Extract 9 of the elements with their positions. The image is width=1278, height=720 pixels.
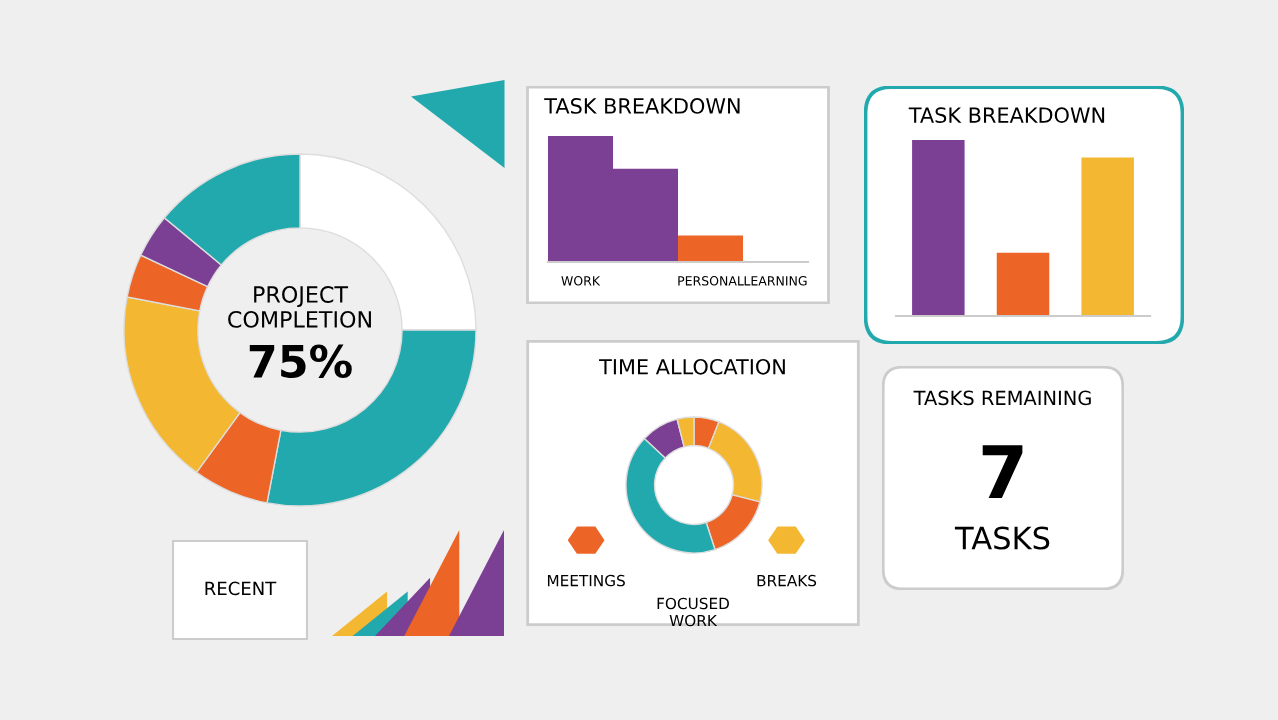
text: 75% (249, 344, 352, 379)
chart-title: TIME ALLOCATION (599, 358, 785, 375)
chart-title: TASK BREAKDOWN (908, 107, 1105, 123)
text: PROJECT COMPLETION (228, 286, 371, 328)
chart-title: TASK BREAKDOWN (544, 98, 740, 114)
text: TASKS REMAINING (913, 390, 1091, 406)
text: RECENT (205, 581, 277, 596)
text: TASKS (954, 526, 1050, 550)
text: 7 (982, 445, 1023, 498)
